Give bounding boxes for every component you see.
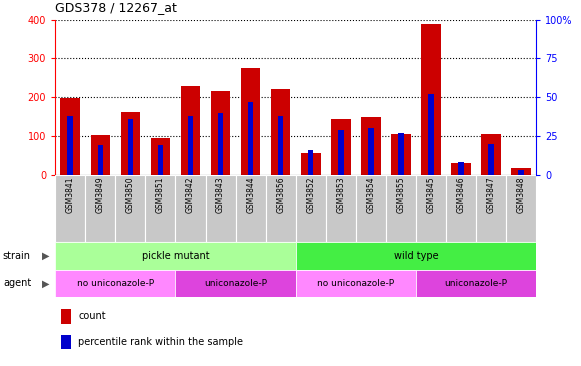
Bar (115, 175, 145, 242)
Text: GSM3852: GSM3852 (306, 177, 315, 213)
Bar (157, 145, 163, 175)
Bar (60, 98, 80, 175)
Bar (55, 242, 296, 270)
Text: GDS378 / 12267_at: GDS378 / 12267_at (55, 1, 177, 14)
Bar (211, 92, 230, 175)
Text: GSM3843: GSM3843 (216, 177, 225, 213)
Bar (451, 163, 471, 175)
Bar (271, 89, 290, 175)
Text: GSM3845: GSM3845 (426, 177, 436, 213)
Bar (416, 175, 446, 242)
Text: GSM3854: GSM3854 (367, 177, 375, 213)
Text: GSM3844: GSM3844 (246, 177, 255, 213)
Bar (278, 116, 284, 175)
Bar (458, 162, 464, 175)
Bar (301, 153, 321, 175)
Bar (398, 133, 404, 175)
Bar (98, 145, 103, 175)
Text: GSM3850: GSM3850 (126, 177, 135, 213)
Bar (218, 113, 223, 175)
Bar (67, 116, 73, 175)
Text: uniconazole-P: uniconazole-P (444, 279, 508, 288)
Bar (150, 138, 170, 175)
Bar (296, 175, 326, 242)
Bar (55, 175, 85, 242)
Bar (55, 270, 175, 297)
Text: GSM3842: GSM3842 (186, 177, 195, 213)
Bar (511, 168, 531, 175)
Text: ▶: ▶ (42, 251, 49, 261)
Bar (85, 175, 115, 242)
Text: strain: strain (3, 251, 31, 261)
Bar (175, 270, 296, 297)
Bar (236, 175, 266, 242)
Bar (476, 175, 506, 242)
Text: count: count (78, 311, 106, 321)
Text: agent: agent (3, 279, 31, 288)
Bar (128, 119, 133, 175)
Bar (121, 112, 140, 175)
Bar (421, 25, 441, 175)
Text: GSM3846: GSM3846 (457, 177, 465, 213)
Bar (326, 175, 356, 242)
Text: percentile rank within the sample: percentile rank within the sample (78, 337, 243, 347)
Bar (308, 150, 314, 175)
Text: no uniconazole-P: no uniconazole-P (317, 279, 394, 288)
Text: pickle mutant: pickle mutant (142, 251, 209, 261)
Text: no uniconazole-P: no uniconazole-P (77, 279, 154, 288)
Text: ▶: ▶ (42, 279, 49, 288)
Text: GSM3853: GSM3853 (336, 177, 345, 213)
Bar (241, 68, 260, 175)
Bar (489, 143, 494, 175)
Text: GSM3848: GSM3848 (517, 177, 526, 213)
Bar (361, 117, 381, 175)
Bar (175, 175, 206, 242)
Bar (248, 102, 253, 175)
Text: GSM3855: GSM3855 (396, 177, 406, 213)
Text: GSM3856: GSM3856 (276, 177, 285, 213)
Bar (296, 270, 416, 297)
Bar (188, 116, 193, 175)
Bar (446, 175, 476, 242)
Text: GSM3849: GSM3849 (96, 177, 105, 213)
Bar (518, 170, 524, 175)
Bar (482, 134, 501, 175)
Bar (356, 175, 386, 242)
Text: GSM3841: GSM3841 (66, 177, 75, 213)
Bar (331, 119, 350, 175)
Text: wild type: wild type (394, 251, 438, 261)
Bar (428, 94, 434, 175)
Bar (506, 175, 536, 242)
Bar (391, 134, 411, 175)
Bar (91, 135, 110, 175)
Bar (145, 175, 175, 242)
Bar (416, 270, 536, 297)
Bar (266, 175, 296, 242)
Bar (206, 175, 236, 242)
Text: GSM3851: GSM3851 (156, 177, 165, 213)
Bar (386, 175, 416, 242)
Text: GSM3847: GSM3847 (487, 177, 496, 213)
Bar (296, 242, 536, 270)
Bar (181, 86, 200, 175)
Bar (368, 128, 374, 175)
Text: uniconazole-P: uniconazole-P (204, 279, 267, 288)
Bar (338, 130, 343, 175)
